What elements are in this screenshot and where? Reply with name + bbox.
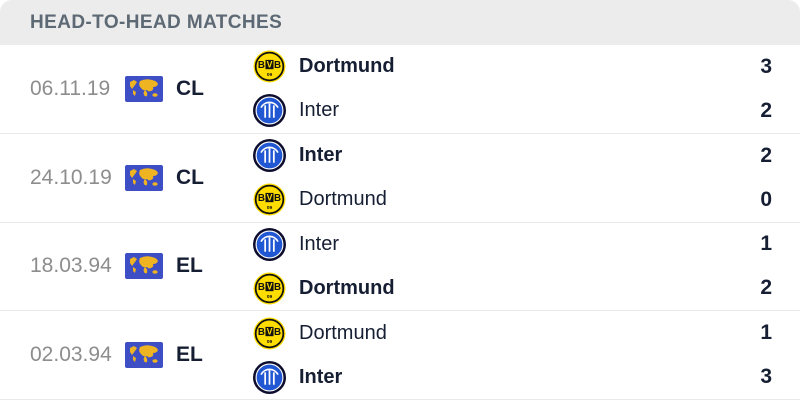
team-line: Inter 2: [253, 94, 772, 128]
team-score: 0: [760, 187, 772, 211]
dortmund-logo-icon: B V B 09: [253, 272, 286, 305]
svg-text:B: B: [274, 61, 281, 72]
match-row-3[interactable]: 18.03.94 EL Inter 1 B V B 09 Dortmund 2: [0, 222, 800, 312]
team-line: B V B 09 Dortmund 3: [253, 50, 772, 83]
inter-logo-icon: [253, 139, 286, 173]
international-competition-flag-icon: [125, 164, 163, 191]
team-score: 2: [760, 98, 772, 122]
competition-cell: EL: [125, 342, 253, 369]
inter-logo-icon: [253, 227, 286, 261]
team-score: 1: [760, 321, 772, 345]
team-name: Inter: [299, 99, 340, 122]
team-name: Inter: [299, 232, 340, 255]
section-header: HEAD-TO-HEAD MATCHES: [0, 0, 800, 45]
svg-text:09: 09: [267, 338, 273, 344]
team-name: Inter: [299, 144, 343, 167]
svg-text:V: V: [267, 326, 273, 336]
team-name: Inter: [299, 365, 343, 388]
dortmund-logo-icon: B V B 09: [253, 317, 286, 350]
teams-cell: Inter 1 B V B 09 Dortmund 2: [253, 227, 800, 305]
competition-code: CL: [176, 165, 204, 189]
dortmund-logo-icon: B V B 09: [253, 183, 286, 216]
svg-text:B: B: [274, 193, 281, 204]
match-date: 18.03.94: [30, 254, 112, 278]
match-date: 06.11.19: [30, 76, 111, 100]
team-name: Dortmund: [299, 276, 395, 299]
team-line: B V B 09 Dortmund 2: [253, 272, 772, 305]
team-line: Inter 1: [253, 227, 772, 261]
competition-cell: CL: [125, 75, 253, 102]
team-line: B V B 09 Dortmund 0: [253, 183, 772, 216]
svg-text:09: 09: [267, 205, 273, 211]
svg-text:09: 09: [267, 72, 273, 78]
team-score: 3: [760, 54, 772, 78]
match-row-2[interactable]: 24.10.19 CL Inter 2 B V B 09 Dortmund 0: [0, 133, 800, 223]
international-competition-flag-icon: [125, 253, 163, 280]
teams-cell: B V B 09 Dortmund 3 Inter 2: [253, 50, 800, 128]
competition-cell: EL: [125, 253, 253, 280]
team-name: Dortmund: [299, 55, 395, 78]
svg-text:09: 09: [267, 294, 273, 300]
team-score: 1: [760, 232, 772, 256]
team-score: 3: [760, 365, 772, 389]
competition-cell: CL: [125, 164, 253, 191]
team-line: B V B 09 Dortmund 1: [253, 317, 772, 350]
team-line: Inter 3: [253, 360, 772, 394]
international-competition-flag-icon: [125, 342, 163, 369]
dortmund-logo-icon: B V B 09: [253, 50, 286, 83]
match-date: 02.03.94: [30, 343, 112, 367]
competition-code: CL: [176, 76, 204, 100]
svg-text:B: B: [274, 327, 281, 338]
match-row-4[interactable]: 02.03.94 EL B V B 09 Dortmund 1 Inter 3: [0, 311, 800, 400]
svg-text:B: B: [258, 61, 265, 72]
team-name: Dortmund: [299, 188, 387, 211]
svg-text:V: V: [267, 60, 273, 70]
competition-code: EL: [176, 254, 203, 278]
team-score: 2: [760, 143, 772, 167]
international-competition-flag-icon: [125, 75, 163, 102]
teams-cell: Inter 2 B V B 09 Dortmund 0: [253, 139, 800, 216]
team-name: Dortmund: [299, 321, 387, 344]
svg-text:B: B: [258, 327, 265, 338]
svg-text:B: B: [258, 193, 265, 204]
team-line: Inter 2: [253, 139, 772, 173]
competition-code: EL: [176, 343, 203, 367]
inter-logo-icon: [253, 360, 286, 394]
svg-text:V: V: [267, 282, 273, 292]
match-list: 06.11.19 CL B V B 09 Dortmund 3 Inter 2 24.…: [0, 45, 800, 400]
match-date: 24.10.19: [30, 165, 112, 189]
team-score: 2: [760, 276, 772, 300]
teams-cell: B V B 09 Dortmund 1 Inter 3: [253, 317, 800, 394]
section-title: HEAD-TO-HEAD MATCHES: [30, 11, 283, 33]
match-row-1[interactable]: 06.11.19 CL B V B 09 Dortmund 3 Inter 2: [0, 45, 800, 134]
inter-logo-icon: [253, 94, 286, 128]
svg-text:V: V: [267, 193, 273, 203]
svg-text:B: B: [274, 282, 281, 293]
svg-text:B: B: [258, 282, 265, 293]
